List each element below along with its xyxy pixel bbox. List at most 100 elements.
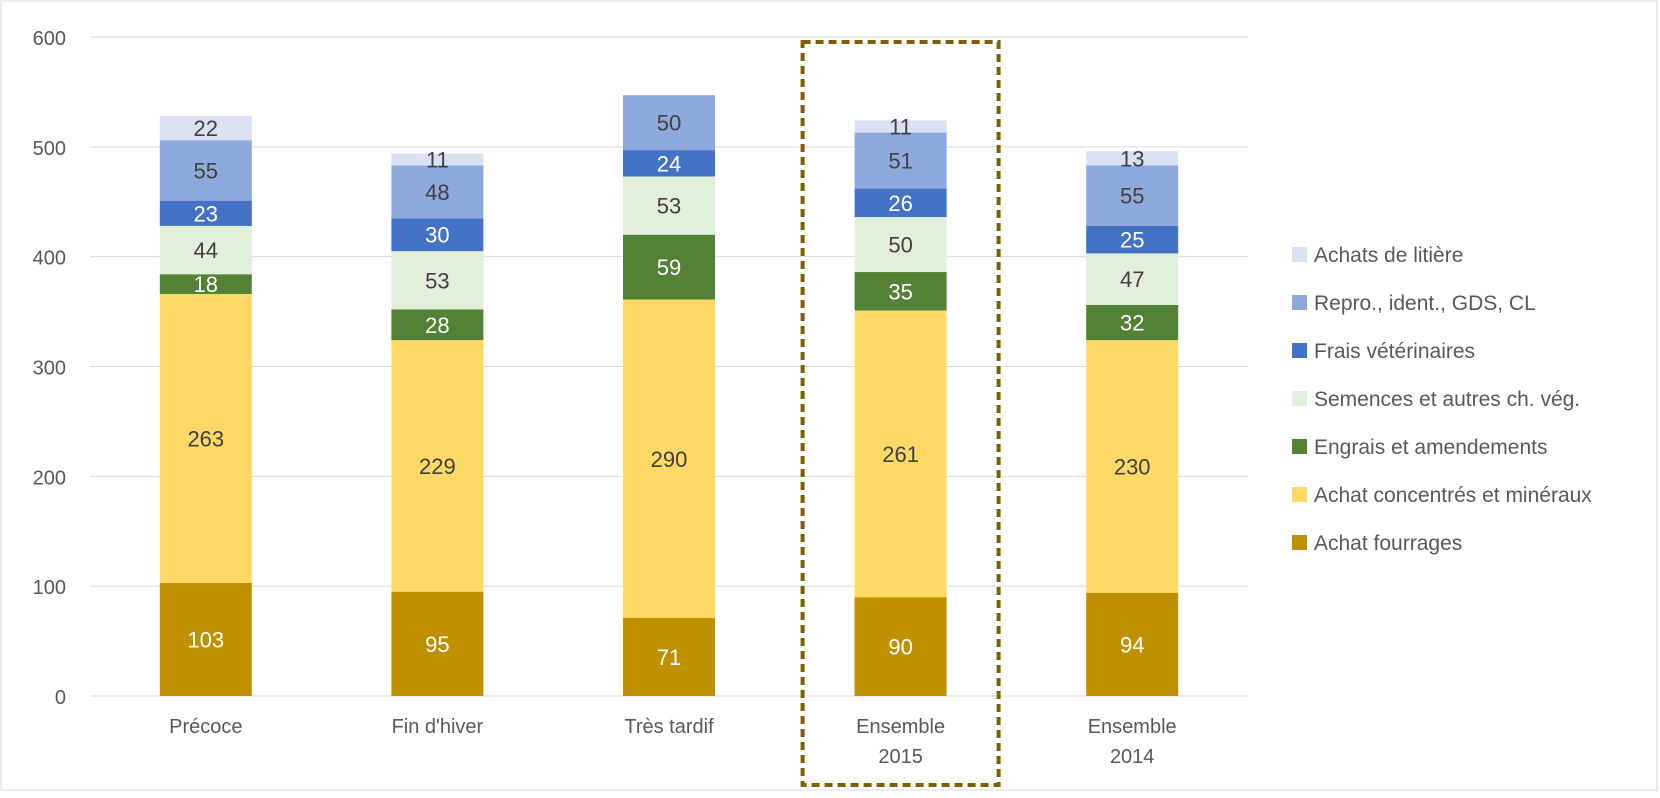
data-label-achat-concentres-et-mineraux: 230 [1114,454,1151,479]
bars: 103 263 18 44 23 55 22 95 229 28 53 30 48 11 71 290 59 53… [159,95,1179,696]
data-label-frais-veterinaires: 25 [1120,228,1144,253]
data-label-achats-de-litiere: 11 [426,147,449,172]
data-label-semences-et-autres-ch-veg: 50 [888,233,912,258]
data-label-frais-veterinaires: 23 [194,201,218,226]
data-label-engrais-et-amendements: 59 [657,255,681,280]
y-tick-label: 0 [55,687,66,709]
y-tick-label: 200 [33,467,66,489]
legend-swatch [1292,295,1307,310]
x-tick-label: Ensemble [1088,716,1177,738]
data-label-achat-concentres-et-mineraux: 290 [651,447,688,472]
data-label-achat-fourrages: 71 [657,645,681,670]
data-label-frais-veterinaires: 30 [425,223,449,248]
bar-segment-achat-concentres-et-mineraux [391,340,484,592]
data-label-achat-concentres-et-mineraux: 261 [882,442,919,467]
bar-segment-frais-veterinaires [854,188,947,218]
bar-segment-engrais-et-amendements [623,234,715,300]
bar-segment-achats-de-litiere [1086,151,1179,166]
x-tick-label: Précoce [169,716,242,738]
bar-segment-engrais-et-amendements [854,272,947,311]
data-label-semences-et-autres-ch-veg: 53 [425,268,449,293]
data-label-achat-concentres-et-mineraux: 229 [419,454,456,479]
x-tick-label: 2015 [878,746,923,768]
data-label-semences-et-autres-ch-veg: 53 [657,194,681,219]
bar-stack-fin-d-hiver: 95 229 28 53 30 48 11 [391,147,484,696]
data-label-repro-ident-gds-cl: 55 [194,158,218,183]
legend-label: Repro., ident., GDS, CL [1314,292,1536,315]
bar-segment-semences-et-autres-ch-veg [854,217,947,273]
data-label-engrais-et-amendements: 35 [888,279,912,304]
bar-segment-achat-concentres-et-mineraux [854,310,947,598]
x-axis-tick-labels: Précoce Fin d'hiver Très tardif Ensemble 201… [169,716,1177,768]
data-label-achats-de-litiere: 11 [889,115,912,140]
bar-segment-achat-concentres-et-mineraux [159,294,252,583]
bar-segment-achat-fourrages [391,591,484,696]
data-label-achat-fourrages: 90 [888,635,912,660]
x-tick-label: Ensemble [856,716,945,738]
legend-item-achat-fourrages: Achat fourrages [1292,532,1462,555]
bar-segment-repro-ident-gds-cl [623,95,715,151]
legend-swatch [1292,439,1307,454]
bar-stack-tres-tardif: 71 290 59 53 24 50 [623,95,715,696]
bar-segment-achats-de-litiere [391,153,484,166]
legend-item-achat-concentres-et-mineraux: Achat concentrés et minéraux [1292,484,1592,507]
data-label-semences-et-autres-ch-veg: 44 [194,238,218,263]
data-label-engrais-et-amendements: 18 [194,272,218,297]
data-label-engrais-et-amendements: 32 [1120,311,1144,336]
bar-segment-achat-concentres-et-mineraux [1086,340,1179,593]
legend-label: Engrais et amendements [1314,436,1547,459]
data-label-repro-ident-gds-cl: 51 [888,149,912,174]
legend-swatch [1292,391,1307,406]
bar-stack-ensemble-2014: 94 230 32 47 25 55 13 [1086,146,1179,696]
data-label-achat-fourrages: 95 [425,632,449,657]
legend-swatch [1292,487,1307,502]
legend-label: Achat fourrages [1314,532,1462,555]
data-label-engrais-et-amendements: 28 [425,313,449,338]
bar-segment-semences-et-autres-ch-veg [1086,253,1179,305]
bar-segment-engrais-et-amendements [391,309,484,341]
legend-label: Achats de litière [1314,244,1463,267]
bar-segment-achat-concentres-et-mineraux [623,299,715,619]
bar-stack-precoce: 103 263 18 44 23 55 22 [159,116,252,696]
data-label-semences-et-autres-ch-veg: 47 [1120,267,1144,292]
data-label-achat-fourrages: 103 [187,627,224,652]
y-tick-label: 300 [33,358,66,380]
data-label-achats-de-litiere: 22 [194,116,218,141]
legend: Achats de litière Repro., ident., GDS, CL… [1292,244,1592,555]
bar-segment-engrais-et-amendements [1086,304,1179,341]
bar-segment-engrais-et-amendements [159,274,252,295]
highlight-box-layer [800,40,1001,787]
bar-segment-achat-fourrages [854,597,947,696]
data-label-achats-de-litiere: 13 [1120,146,1144,171]
y-tick-label: 600 [33,28,66,50]
legend-item-semences-et-autres-ch-veg: Semences et autres ch. vég. [1292,388,1580,411]
bar-segment-repro-ident-gds-cl [159,140,252,201]
bar-segment-achats-de-litiere [159,116,252,141]
legend-item-engrais-et-amendements: Engrais et amendements [1292,436,1547,459]
bar-segment-semences-et-autres-ch-veg [391,251,484,310]
bar-segment-semences-et-autres-ch-veg [159,225,252,275]
bar-segment-achat-fourrages [159,582,252,696]
bar-segment-achats-de-litiere [854,120,947,133]
data-label-repro-ident-gds-cl: 50 [657,111,681,136]
y-tick-label: 100 [33,577,66,599]
legend-swatch [1292,343,1307,358]
data-label-frais-veterinaires: 26 [888,191,912,216]
highlight-box [800,40,1001,787]
legend-label: Achat concentrés et minéraux [1314,484,1592,507]
x-tick-label: 2014 [1110,746,1155,768]
y-tick-label: 400 [33,248,66,270]
bar-segment-repro-ident-gds-cl [854,132,947,189]
legend-swatch [1292,247,1307,262]
data-label-repro-ident-gds-cl: 48 [425,180,449,205]
bar-segment-repro-ident-gds-cl [1086,165,1179,226]
legend-label: Frais vétérinaires [1314,340,1475,363]
legend-swatch [1292,535,1307,550]
legend-item-achats-de-litiere: Achats de litière [1292,244,1463,267]
bar-segment-achat-fourrages [623,618,715,696]
legend-item-frais-veterinaires: Frais vétérinaires [1292,340,1475,363]
x-tick-label: Fin d'hiver [392,716,484,738]
bar-segment-frais-veterinaires [159,200,252,226]
